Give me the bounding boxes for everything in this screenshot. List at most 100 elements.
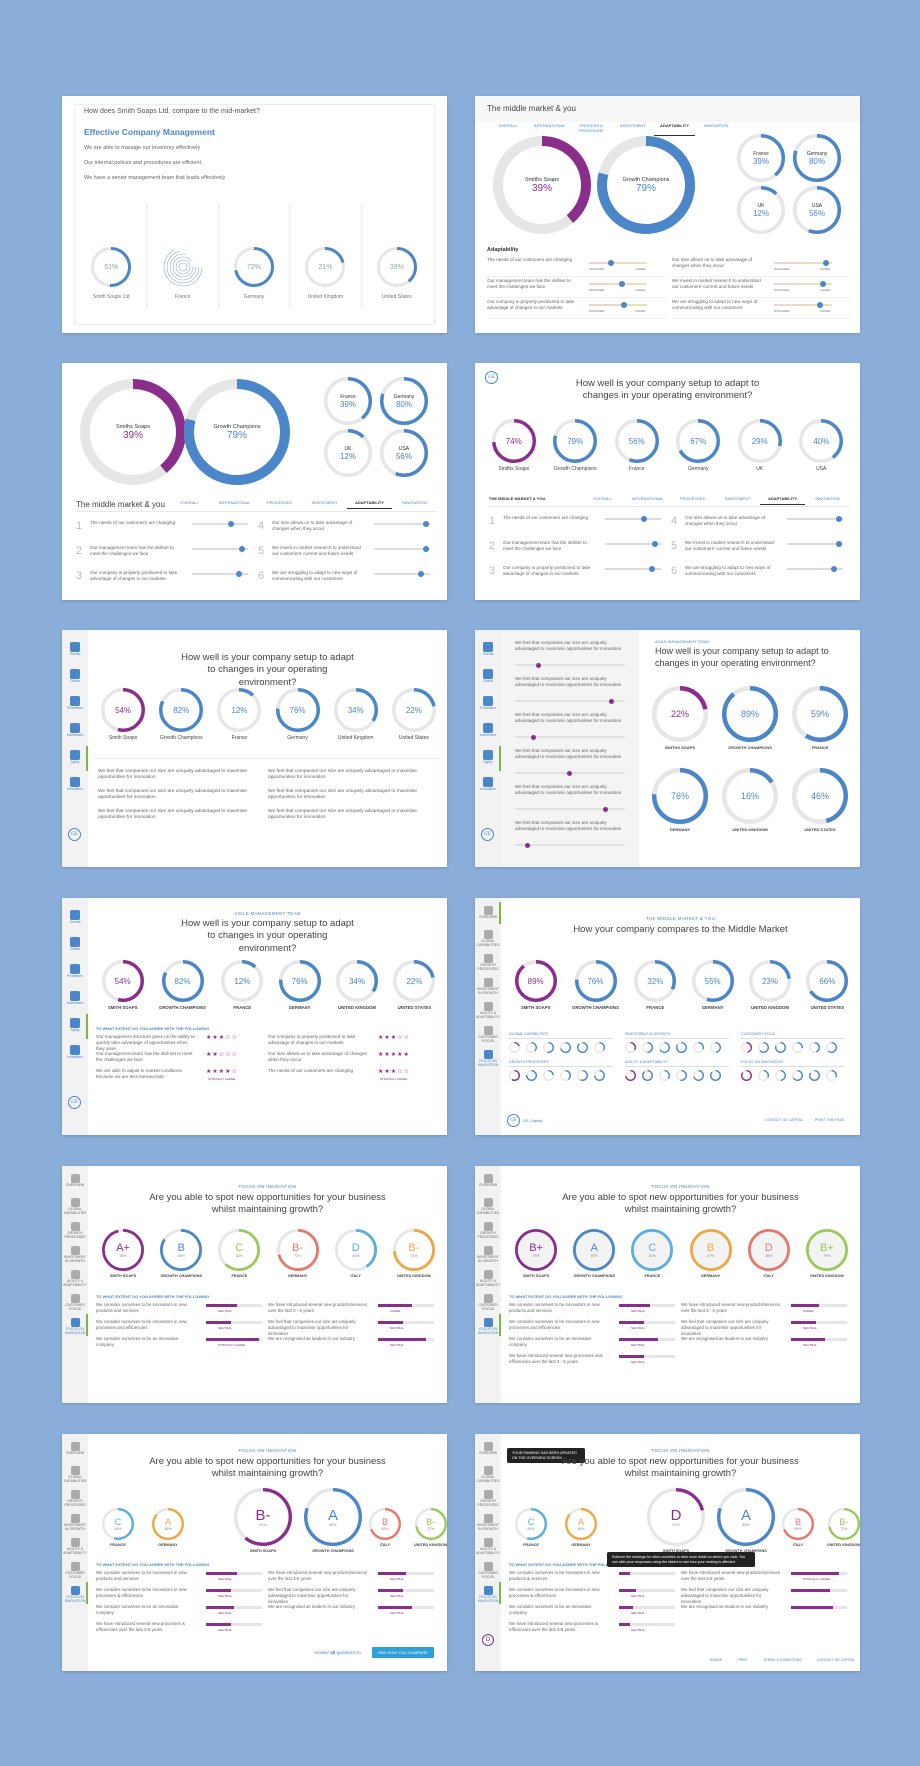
slider-handle[interactable] [236,571,243,577]
sidebar-item-global-capabilities[interactable]: GLOBAL CAPABILITIES [62,1466,88,1483]
agreement-slider[interactable] [605,566,661,572]
tab-innovation[interactable]: INNOVATION [815,496,840,501]
contact-link[interactable]: CONTACT GE CAPITAL [765,1118,803,1122]
tab-international[interactable]: INTERNATIONAL [631,496,664,501]
sidebar-item-overview[interactable]: OVERVIEW [62,1174,88,1188]
sidebar-item-investment[interactable]: Investment [62,723,88,738]
star-rating[interactable]: ★★★★★ [378,1052,410,1058]
sidebar-item-growth-processes[interactable]: GROWTH PROCESSES [475,1490,501,1507]
footer-link-terms-conditions[interactable]: TERMS & CONDITIONS [763,1658,802,1662]
sidebar-item-overview[interactable]: OVERVIEW [475,906,501,920]
sidebar-item-customer-focus[interactable]: CUSTOMER FOCUS [62,1562,88,1579]
star-rating[interactable]: ★★☆☆☆ [206,1052,238,1058]
slider-handle[interactable] [228,521,235,527]
sidebar-item-overall[interactable]: Overall [62,910,88,925]
agreement-bar[interactable] [206,1606,262,1609]
sidebar-item-overall[interactable]: Overall [475,642,501,657]
agreement-slider[interactable] [374,546,430,552]
tab-investment[interactable]: INVESTMENT [724,496,751,501]
agreement-bar[interactable] [619,1321,675,1324]
tab-processes[interactable]: PROCESSES [680,496,705,501]
star-rating[interactable]: ★★★★☆ [206,1069,238,1075]
agreement-slider[interactable] [787,566,843,572]
sidebar-item-overview[interactable]: OVERVIEW [475,1442,501,1456]
slider-handle[interactable] [641,516,648,522]
agreement-slider[interactable] [192,521,248,527]
agreement-bar[interactable] [791,1321,847,1324]
footer-link-print[interactable]: PRINT [737,1658,748,1662]
category-group[interactable]: FOCUS ON INNOVATION [741,1060,849,1086]
category-group[interactable]: GLOBAL CAPABILITIES [509,1032,617,1058]
agreement-slider[interactable] [605,516,661,522]
star-rating[interactable]: ★★★☆☆ [378,1035,410,1041]
agreement-bar[interactable] [206,1321,262,1324]
sidebar-item-focus-on-innovation[interactable]: FOCUS ON INNOVATION [62,1586,88,1603]
sidebar-item-agility-adaptability[interactable]: AGILITY & ADAPTABILITY [475,1270,501,1287]
slider-handle[interactable] [525,842,531,848]
star-rating[interactable]: ★★★☆☆ [378,1069,410,1075]
slider-handle[interactable] [238,546,245,552]
tab-adaptability[interactable]: ADAPTABILITY [653,120,696,136]
tab-investment[interactable]: INVESTMENT [619,123,646,128]
slider-handle[interactable] [530,734,536,740]
sidebar-item-global-capabilities[interactable]: GLOBAL CAPABILITIES [475,930,501,947]
agreement-bar[interactable] [791,1304,847,1307]
tab-investment[interactable]: INVESTMENT [311,500,338,505]
sidebar-item-agility-adaptability[interactable]: AGILITY & ADAPTABILITY [475,1002,501,1019]
agreement-bar[interactable] [791,1606,847,1609]
sidebar-item-customer-focus[interactable]: CUSTOMER FOCUS [475,1294,501,1311]
slider-handle[interactable] [603,806,609,812]
agreement-slider[interactable] [774,302,832,308]
tab-processes[interactable]: PROCESSES [267,500,292,505]
sidebar-item-growth-processes[interactable]: GROWTH PROCESSES [62,1490,88,1507]
agreement-bar[interactable] [791,1338,847,1341]
agreement-slider[interactable] [787,541,843,547]
sidebar-item-processes[interactable]: Processes [475,696,501,711]
sidebar-item-global-capabilities[interactable]: GLOBAL CAPABILITIES [475,1466,501,1483]
tab-international[interactable]: INTERNATIONAL [218,500,251,505]
agreement-bar[interactable] [619,1304,675,1307]
sidebar-item-innovation[interactable]: Innovation [475,777,501,792]
agreement-slider[interactable] [515,770,625,776]
tab-adaptability[interactable]: ADAPTABILITY [347,497,392,509]
slider-handle[interactable] [649,566,656,572]
slider-handle[interactable] [817,302,824,308]
agreement-bar[interactable] [206,1304,262,1307]
sidebar-item-customer-focus[interactable]: CUSTOMER FOCUS [475,1562,501,1579]
sidebar-item-growth-processes[interactable]: GROWTH PROCESSES [62,1222,88,1239]
agreement-slider[interactable] [515,806,625,812]
agreement-slider[interactable] [589,260,647,266]
agreement-bar[interactable] [378,1572,434,1575]
footer-link-share[interactable]: SHARE [710,1658,723,1662]
category-group[interactable]: GROWTH PROCESSES [509,1060,617,1086]
slider-handle[interactable] [836,516,843,522]
agreement-slider[interactable] [192,571,248,577]
sidebar-item-growth-processes[interactable]: GROWTH PROCESSES [475,954,501,971]
agreement-bar[interactable] [378,1338,434,1341]
sidebar-item-agility[interactable]: Agility [475,750,501,765]
slider-handle[interactable] [836,541,843,547]
sidebar-item-investment-in-growth[interactable]: INVESTMENT IN GROWTH [475,978,501,995]
sidebar-item-agility-adaptability[interactable]: AGILITY & ADAPTABILITY [475,1538,501,1555]
slider-handle[interactable] [418,571,425,577]
agreement-slider[interactable] [374,571,430,577]
sidebar-item-processes[interactable]: Processes [62,964,88,979]
slider-handle[interactable] [607,260,614,266]
agreement-slider[interactable] [605,541,661,547]
slider-handle[interactable] [618,281,625,287]
sidebar-item-growth-processes[interactable]: GROWTH PROCESSES [475,1222,501,1239]
tab-adaptability[interactable]: ADAPTABILITY [760,493,805,505]
sidebar-item-focus-on-innovation[interactable]: FOCUS ON INNOVATION [475,1050,501,1067]
agreement-slider[interactable] [787,516,843,522]
sidebar-item-investment-in-growth[interactable]: INVESTMENT IN GROWTH [62,1514,88,1531]
agreement-bar[interactable] [206,1623,262,1626]
tab-international[interactable]: INTERNATIONAL [533,123,566,128]
agreement-slider[interactable] [515,698,625,704]
slider-handle[interactable] [831,566,838,572]
sidebar-item-investment-in-growth[interactable]: INVESTMENT IN GROWTH [475,1514,501,1531]
agreement-bar[interactable] [619,1623,675,1626]
agreement-slider[interactable] [515,662,625,668]
sidebar-item-global-capabilities[interactable]: GLOBAL CAPABILITIES [62,1198,88,1215]
tab-innovation[interactable]: INNOVATION [402,500,427,505]
agreement-bar[interactable] [791,1589,847,1592]
